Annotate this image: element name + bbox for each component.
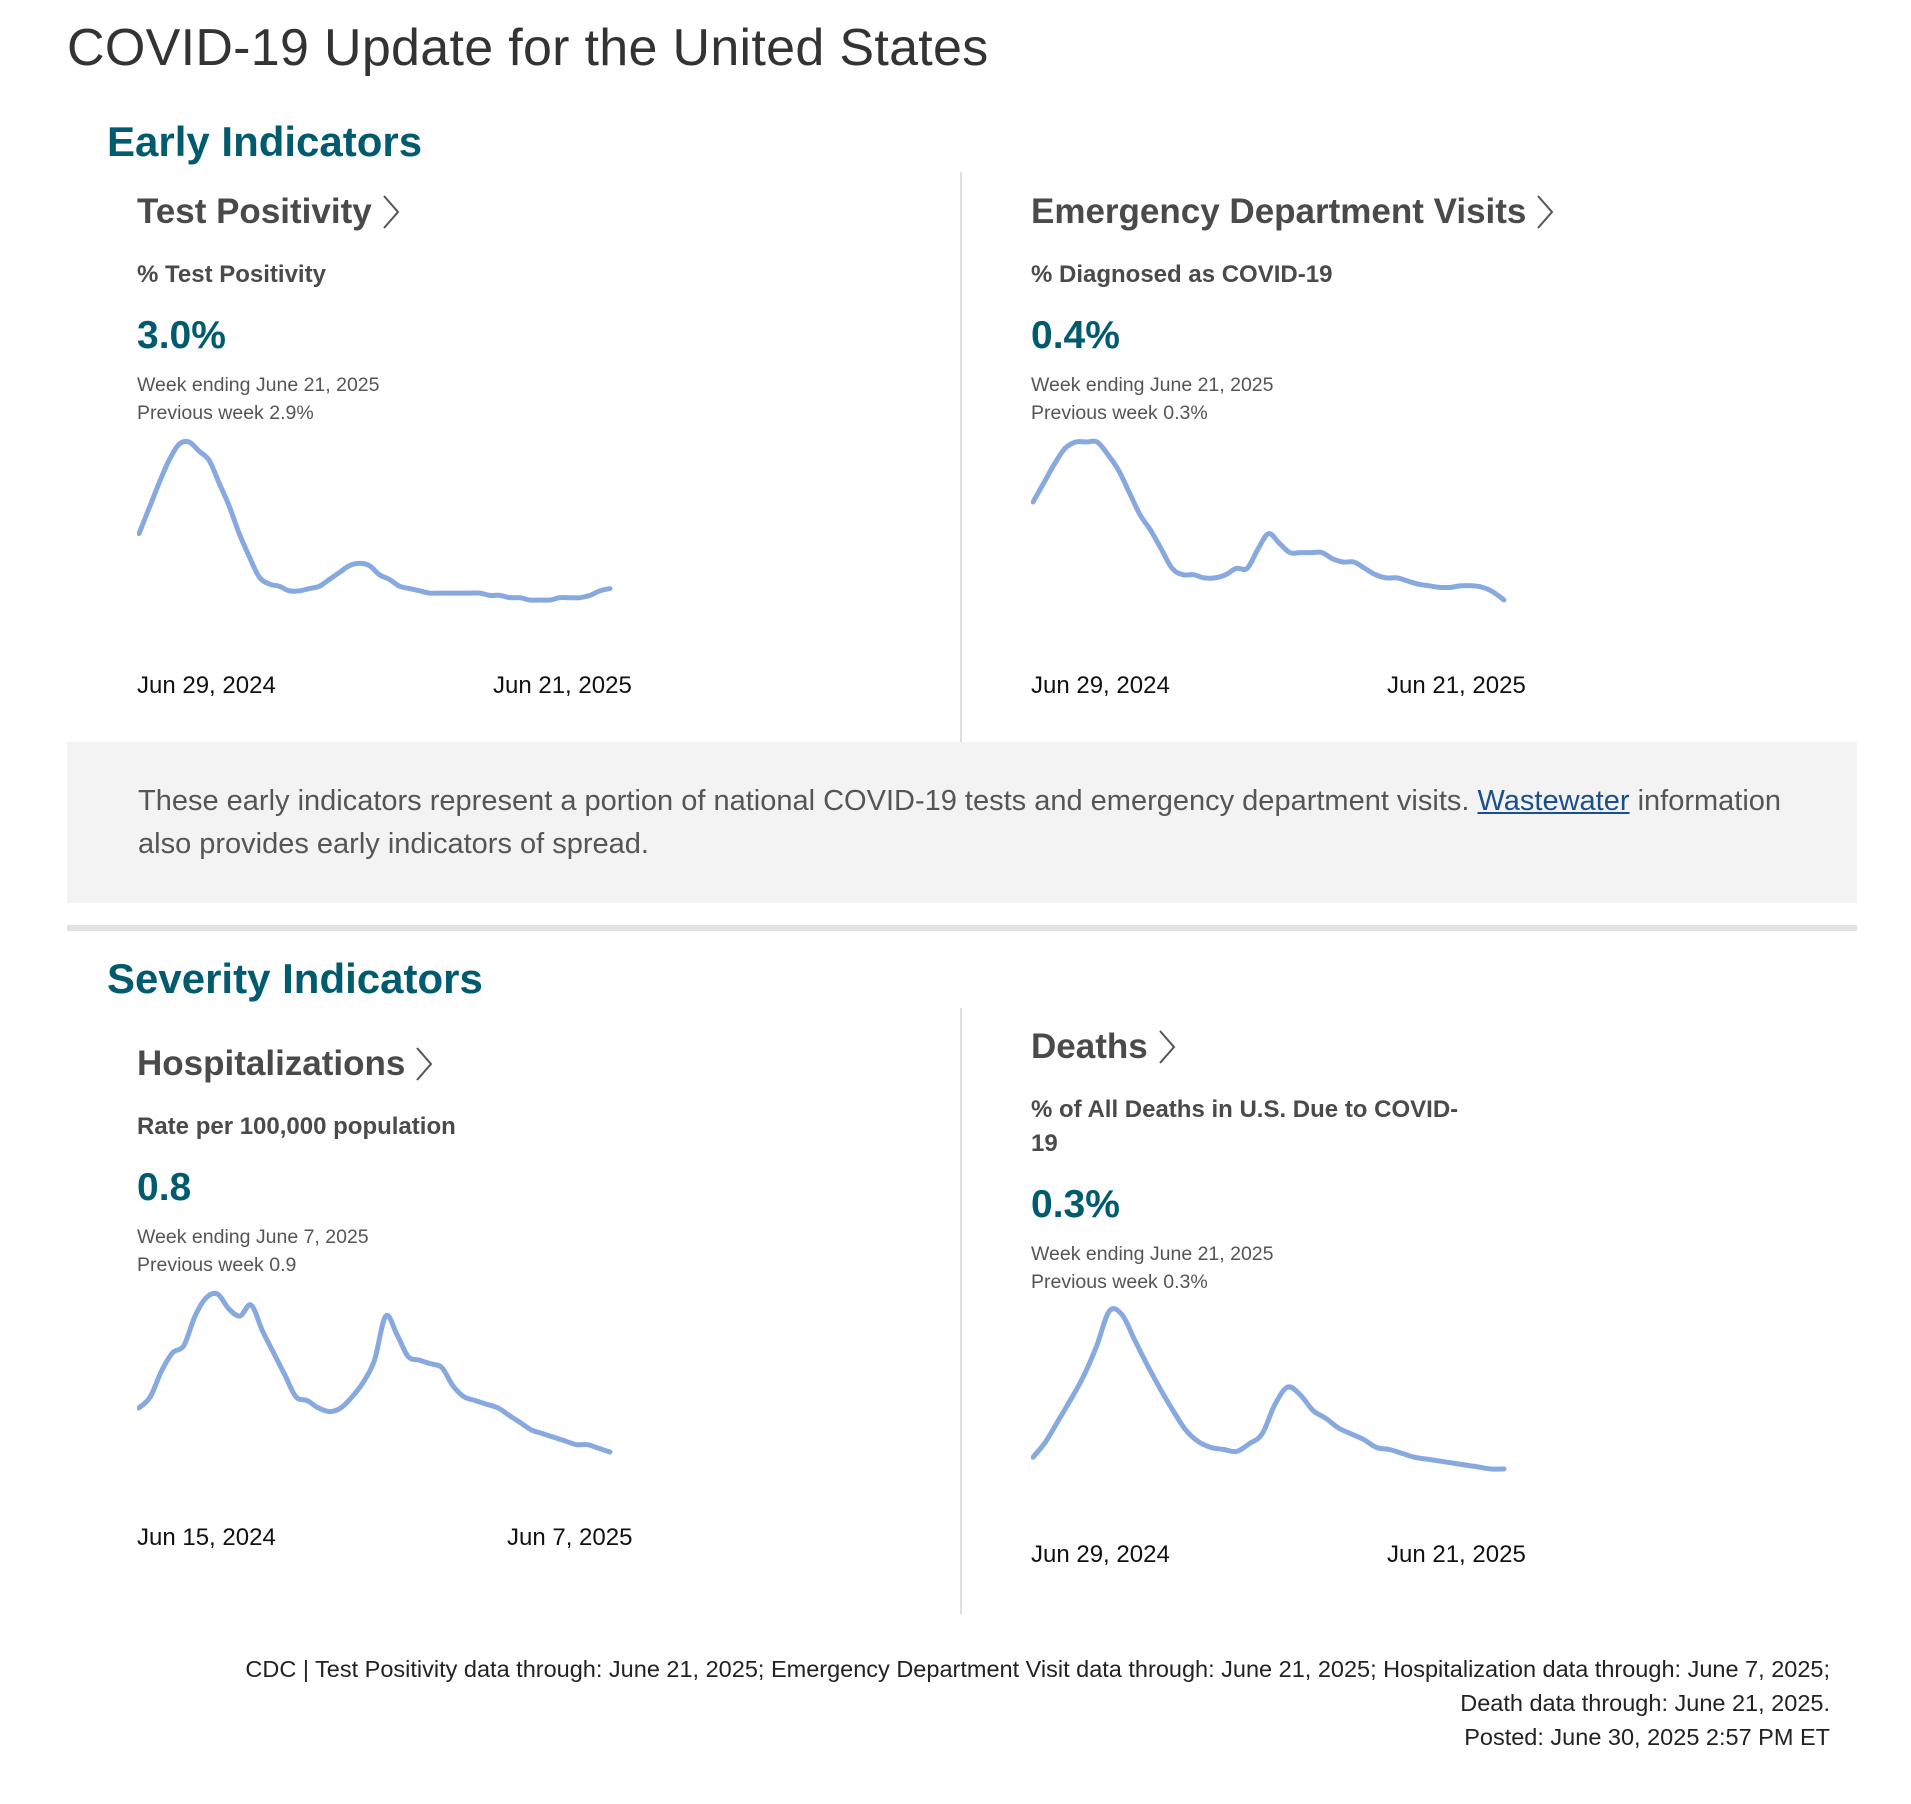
series-line xyxy=(1031,438,1507,603)
metric-value: 0.8 xyxy=(137,1166,192,1209)
section-divider xyxy=(67,925,1857,931)
metric-value: 0.4% xyxy=(1031,314,1120,357)
card-title-text: Emergency Department Visits xyxy=(1031,192,1527,231)
metric-label: % Diagnosed as COVID-19 xyxy=(1031,261,1333,288)
metric-label: Rate per 100,000 population xyxy=(137,1113,456,1140)
series-line xyxy=(137,438,613,603)
metric-value: 3.0% xyxy=(137,314,226,357)
emergency-department-sparkline xyxy=(1031,438,1507,603)
previous-week-text: Previous week 0.9 xyxy=(137,1254,297,1276)
emergency-department-link[interactable]: Emergency Department Visits xyxy=(1031,192,1556,232)
week-ending-text: Week ending June 7, 2025 xyxy=(137,1226,369,1248)
x-axis-end-label: Jun 7, 2025 xyxy=(507,1524,633,1551)
deaths-card: Deaths % of All Deaths in U.S. Due to CO… xyxy=(1031,1027,1671,1587)
footer-line: CDC | Test Positivity data through: June… xyxy=(245,1656,1830,1682)
x-axis-start-label: Jun 29, 2024 xyxy=(137,672,276,699)
early-indicators-info-box: These early indicators represent a porti… xyxy=(67,742,1857,903)
column-divider xyxy=(960,1008,962,1614)
wastewater-link[interactable]: Wastewater xyxy=(1477,785,1630,817)
series-line xyxy=(1031,1306,1507,1472)
chevron-right-icon xyxy=(1534,192,1556,232)
previous-week-text: Previous week 0.3% xyxy=(1031,402,1208,424)
series-line xyxy=(137,1290,613,1455)
card-title-text: Test Positivity xyxy=(137,192,372,231)
chevron-right-icon xyxy=(413,1044,435,1084)
column-divider xyxy=(960,172,962,742)
previous-week-text: Previous week 2.9% xyxy=(137,402,314,424)
info-text-before: These early indicators represent a porti… xyxy=(138,785,1478,817)
x-axis-end-label: Jun 21, 2025 xyxy=(493,672,632,699)
deaths-link[interactable]: Deaths xyxy=(1031,1027,1178,1067)
info-text: These early indicators represent a porti… xyxy=(138,780,1818,866)
footer-line: Death data through: June 21, 2025. xyxy=(1460,1690,1830,1716)
deaths-sparkline xyxy=(1031,1306,1507,1472)
chevron-right-icon xyxy=(380,192,402,232)
early-indicators-heading: Early Indicators xyxy=(107,118,423,165)
metric-value: 0.3% xyxy=(1031,1183,1120,1226)
week-ending-text: Week ending June 21, 2025 xyxy=(137,374,380,396)
hospitalizations-link[interactable]: Hospitalizations xyxy=(137,1044,435,1084)
card-title-text: Hospitalizations xyxy=(137,1044,406,1083)
test-positivity-sparkline xyxy=(137,438,613,603)
x-axis-start-label: Jun 29, 2024 xyxy=(1031,672,1170,699)
test-positivity-link[interactable]: Test Positivity xyxy=(137,192,402,232)
hospitalizations-sparkline xyxy=(137,1290,613,1455)
chevron-right-icon xyxy=(1156,1027,1178,1067)
x-axis-start-label: Jun 15, 2024 xyxy=(137,1524,276,1551)
severity-indicators-heading: Severity Indicators xyxy=(107,955,483,1002)
metric-label: % of All Deaths in U.S. Due to COVID-19 xyxy=(1031,1096,1459,1157)
week-ending-text: Week ending June 21, 2025 xyxy=(1031,374,1274,396)
x-axis-end-label: Jun 21, 2025 xyxy=(1387,1541,1526,1568)
x-axis-end-label: Jun 21, 2025 xyxy=(1387,672,1526,699)
card-title-text: Deaths xyxy=(1031,1027,1148,1066)
footer-line: Posted: June 30, 2025 2:57 PM ET xyxy=(1464,1724,1830,1750)
week-ending-text: Week ending June 21, 2025 xyxy=(1031,1243,1274,1265)
page-title: COVID-19 Update for the United States xyxy=(67,19,989,77)
emergency-department-card: Emergency Department Visits % Diagnosed … xyxy=(1031,192,1731,699)
metric-label: % Test Positivity xyxy=(137,261,326,288)
footer-source-note: CDC | Test Positivity data through: June… xyxy=(30,1652,1830,1754)
test-positivity-card: Test Positivity % Test Positivity 3.0% W… xyxy=(137,192,777,699)
previous-week-text: Previous week 0.3% xyxy=(1031,1271,1208,1293)
x-axis-start-label: Jun 29, 2024 xyxy=(1031,1541,1170,1568)
hospitalizations-card: Hospitalizations Rate per 100,000 popula… xyxy=(137,1044,777,1551)
info-text-after: information also provides early indicato… xyxy=(138,785,1782,860)
